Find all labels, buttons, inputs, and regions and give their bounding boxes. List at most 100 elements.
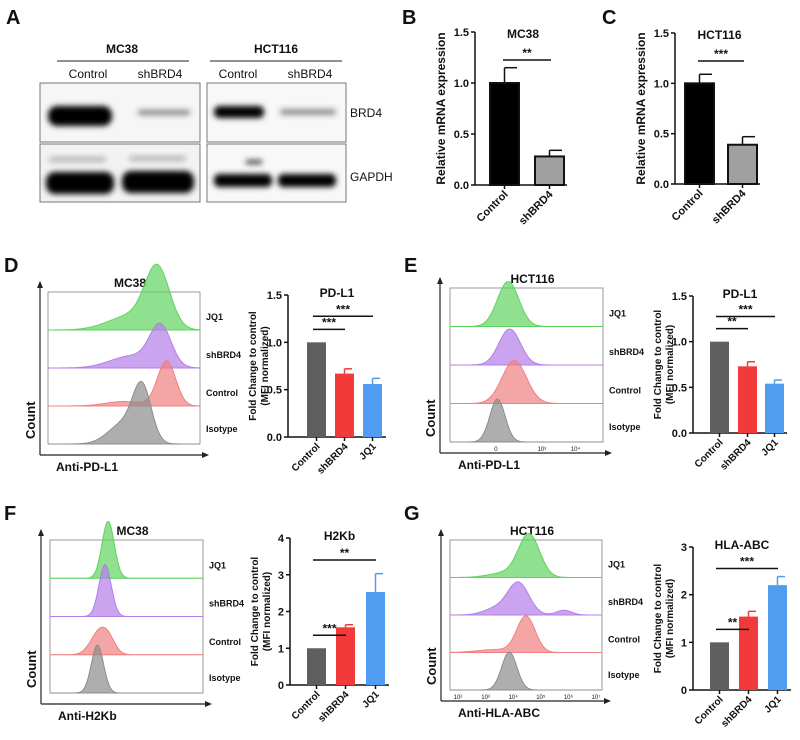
x-tick-label: JQ1 bbox=[360, 689, 381, 710]
arrow-head bbox=[202, 452, 209, 458]
blot-bands bbox=[46, 106, 336, 194]
bar-shbrd4 bbox=[336, 627, 355, 685]
y-tick-label: 0 bbox=[278, 680, 284, 692]
y-tick-label: 1.0 bbox=[454, 78, 469, 90]
panel-label-a: A bbox=[6, 7, 20, 29]
x-tick-label: Control bbox=[669, 188, 705, 224]
y-tick-label: 1.0 bbox=[267, 337, 282, 349]
histogram-shbrd4 bbox=[50, 563, 203, 617]
band-label-brd4: BRD4 bbox=[350, 106, 382, 120]
row-label-isotype: Isotype bbox=[206, 424, 238, 434]
histogram-g: HCT116 Anti-HLA-ABC Count JQ1 shBRD4 Control I… bbox=[424, 524, 643, 720]
x-tick-label: shBRD4 bbox=[718, 437, 754, 473]
arrow-head bbox=[37, 281, 43, 288]
significance-label: *** bbox=[738, 303, 752, 317]
row-label-jq1: JQ1 bbox=[206, 312, 223, 322]
histogram-control bbox=[49, 626, 204, 656]
y-tick-label: 0.0 bbox=[654, 179, 669, 191]
histogram-title: MC38 bbox=[114, 276, 146, 290]
significance-label: ** bbox=[727, 315, 737, 329]
significance-label: ** bbox=[522, 46, 532, 60]
x-tick-label: 10⁵ bbox=[536, 694, 546, 701]
bar-chart-g: 0 1 2 3 HLA-ABC Fold Change to control(MFI no… bbox=[653, 538, 791, 730]
row-label-jq1: JQ1 bbox=[608, 560, 625, 570]
y-tick-label: 0.5 bbox=[672, 382, 687, 394]
histogram-e: HCT116 Anti-PD-L1 Count JQ1 shBRD4 Control Iso… bbox=[423, 272, 644, 472]
x-tick-label: 10³ bbox=[537, 447, 546, 453]
x-axis-label: Anti-H2Kb bbox=[58, 709, 117, 723]
arrow-head bbox=[205, 701, 212, 707]
charts: 0.0 0.5 1.0 1.5 MC38 Relative mRNA expression… bbox=[23, 27, 791, 730]
chart-title: MC38 bbox=[507, 27, 539, 41]
lane-label: shBRD4 bbox=[138, 67, 183, 81]
chart-title: PD-L1 bbox=[320, 286, 355, 300]
significance-label: *** bbox=[322, 621, 336, 635]
y-tick-label: 2 bbox=[681, 590, 687, 602]
y-axis-label: Count bbox=[424, 647, 439, 685]
arrow-head bbox=[604, 698, 611, 704]
y-axis-label: Count bbox=[24, 650, 39, 688]
bar-chart-c: 0.0 0.5 1.0 1.5 HCT116 Relative mRNA expressi… bbox=[634, 28, 760, 226]
row-label-control: Control bbox=[206, 388, 238, 398]
y-tick-label: 0.0 bbox=[454, 180, 469, 192]
histogram-jq1 bbox=[450, 281, 603, 327]
significance-label: *** bbox=[714, 47, 728, 61]
arrow-head bbox=[438, 529, 444, 536]
group-label-hct116: HCT116 bbox=[254, 42, 298, 56]
histogram-jq1 bbox=[49, 520, 204, 579]
bar-control bbox=[684, 82, 715, 185]
y-tick-label: 1.5 bbox=[672, 291, 687, 303]
lane-label: Control bbox=[69, 67, 108, 81]
row-label-shbrd4: shBRD4 bbox=[609, 347, 644, 357]
y-axis-label-line: (MFI normalized) bbox=[260, 326, 271, 405]
bar-shbrd4 bbox=[738, 366, 757, 433]
y-tick-label: 1.5 bbox=[454, 27, 469, 39]
y-tick-label: 0.0 bbox=[672, 428, 687, 440]
histogram-control bbox=[48, 360, 201, 407]
bar-chart-e: 0.0 0.5 1.0 1.5 PD-L1 Fold Change to control(… bbox=[653, 287, 787, 473]
significance-label: *** bbox=[322, 315, 336, 329]
chart-title: HCT116 bbox=[697, 28, 741, 42]
panel-label-b: B bbox=[402, 7, 416, 29]
bar-chart-d: 0.0 0.5 1.0 1.5 PD-L1 Fold Change to control(… bbox=[248, 286, 386, 477]
chart-title: HLA-ABC bbox=[715, 538, 770, 552]
bar-control bbox=[307, 648, 326, 685]
y-tick-label: 3 bbox=[681, 542, 687, 554]
significance-label: *** bbox=[336, 302, 350, 316]
y-tick-label: 1.5 bbox=[267, 290, 282, 302]
row-label-control: Control bbox=[209, 637, 241, 647]
y-axis-label-line: (MFI normalized) bbox=[665, 325, 676, 404]
y-tick-label: 2 bbox=[278, 607, 284, 619]
significance-label: ** bbox=[340, 546, 350, 560]
y-tick-label: 0 bbox=[681, 685, 687, 697]
histogram-shbrd4 bbox=[450, 581, 602, 616]
y-axis-label: Relative mRNA expression bbox=[634, 32, 648, 184]
bar-shbrd4 bbox=[335, 373, 354, 437]
bar-control bbox=[489, 82, 520, 186]
row-label-isotype: Isotype bbox=[609, 422, 641, 432]
bar-chart-b: 0.0 0.5 1.0 1.5 MC38 Relative mRNA expression… bbox=[434, 27, 567, 227]
x-tick-label: 10⁴ bbox=[571, 446, 581, 453]
western-blot: MC38 Control shBRD4 HCT116 Control shBRD… bbox=[39, 42, 393, 203]
row-label-isotype: Isotype bbox=[608, 670, 640, 680]
x-tick-label: 10² bbox=[454, 695, 463, 701]
histogram-control bbox=[449, 615, 602, 653]
panel-label-f: F bbox=[4, 503, 16, 525]
y-tick-label: 1 bbox=[681, 637, 687, 649]
row-label-control: Control bbox=[609, 386, 641, 396]
histogram-shbrd4 bbox=[450, 328, 603, 366]
bar-chart-f: 0 1 2 3 4 H2Kb Fold Change to control(MFI norm… bbox=[250, 529, 389, 725]
band-label-gapdh: GAPDH bbox=[350, 170, 393, 184]
row-label-isotype: Isotype bbox=[209, 673, 241, 683]
histogram-jq1 bbox=[48, 263, 201, 331]
histogram-isotype bbox=[48, 380, 200, 445]
y-tick-label: 0.5 bbox=[654, 129, 669, 141]
x-axis-label: Anti-PD-L1 bbox=[56, 460, 118, 474]
x-tick-label: shBRD4 bbox=[315, 441, 351, 477]
x-axis-label: Anti-PD-L1 bbox=[458, 458, 520, 472]
arrow-head bbox=[38, 529, 44, 536]
row-label-shbrd4: shBRD4 bbox=[608, 597, 643, 607]
bar-jq1 bbox=[363, 383, 382, 437]
significance-label: ** bbox=[728, 615, 738, 629]
y-axis-label: Count bbox=[423, 399, 438, 437]
